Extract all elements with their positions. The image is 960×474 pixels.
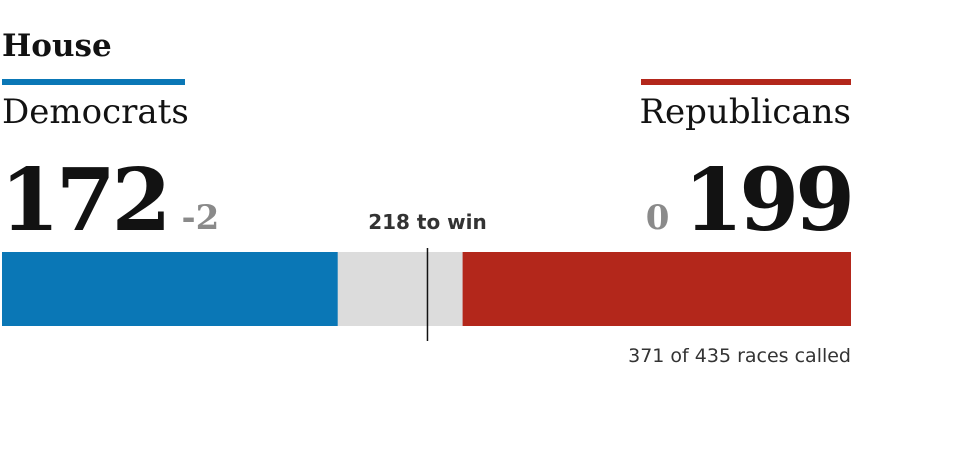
bar [2,252,338,326]
seat-change: -2 [182,198,220,238]
bar [462,252,851,326]
party-rule [2,79,185,85]
seat-change: 0 [646,198,670,238]
races-called: 371 of 435 races called [628,345,851,367]
chart-title: House [2,28,112,64]
party-name: Democrats [2,92,189,132]
party-rule [641,79,851,85]
seat-count: 199 [683,150,851,251]
seat-count: 172 [0,150,168,251]
party-name: Republicans [639,92,851,132]
threshold-label: 218 to win [368,210,487,234]
